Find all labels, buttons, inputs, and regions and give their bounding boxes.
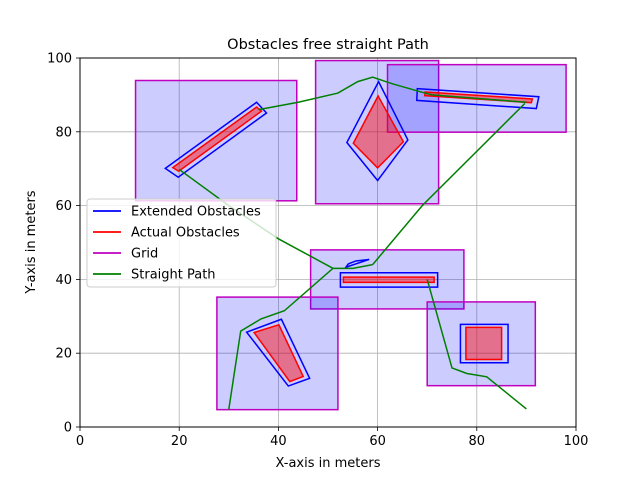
legend-label: Grid <box>131 247 158 262</box>
path-segment-bottom <box>426 279 527 410</box>
axis-ticks: 0 20 40 60 80 100 0 20 40 60 80 100 <box>47 52 588 450</box>
path-segment-top <box>258 76 433 111</box>
actual-obstacle <box>342 276 435 284</box>
extended-obstacle <box>459 323 509 364</box>
y-tick-label: 20 <box>55 347 72 362</box>
path-segment-lower <box>228 263 373 410</box>
x-tick-label: 100 <box>564 434 589 449</box>
extended-obstacle <box>164 101 268 179</box>
actual-obstacle <box>352 94 405 170</box>
legend-label: Extended Obstacles <box>131 205 261 220</box>
x-tick-label: 80 <box>469 434 486 449</box>
legend-frame <box>86 198 277 288</box>
y-axis-label: Y-axis in meters <box>24 190 39 294</box>
path-segment-right <box>432 94 527 104</box>
x-tick-label: 0 <box>76 434 84 449</box>
extended-obstacle <box>416 87 540 110</box>
y-tick-label: 40 <box>55 273 72 288</box>
x-tick-label: 20 <box>171 434 188 449</box>
actual-obstacle <box>252 323 305 383</box>
extended-obstacle <box>339 272 439 288</box>
x-axis-label: X-axis in meters <box>276 456 381 471</box>
actual-obstacle <box>171 106 263 173</box>
x-tick-label: 60 <box>369 434 386 449</box>
x-tick-label: 40 <box>270 434 287 449</box>
extended-obstacle <box>343 258 370 269</box>
extended-obstacle <box>345 79 409 182</box>
y-tick-label: 60 <box>55 199 72 214</box>
plot-area <box>79 57 577 428</box>
chart-title: Obstacles free straight Path <box>227 37 429 53</box>
y-tick-label: 0 <box>64 421 72 436</box>
y-tick-label: 100 <box>47 52 72 67</box>
grid-cell <box>134 79 298 202</box>
path-segment-diagonal <box>372 102 526 266</box>
extended-obstacle <box>245 318 311 387</box>
legend-label: Actual Obstacles <box>131 226 240 241</box>
y-tick-label: 80 <box>55 125 72 140</box>
actual-obstacle <box>465 326 503 361</box>
legend-label: Straight Path <box>131 268 216 283</box>
legend: Extended Obstacles Actual Obstacles Grid St… <box>86 198 277 288</box>
plot-frame <box>79 57 577 428</box>
